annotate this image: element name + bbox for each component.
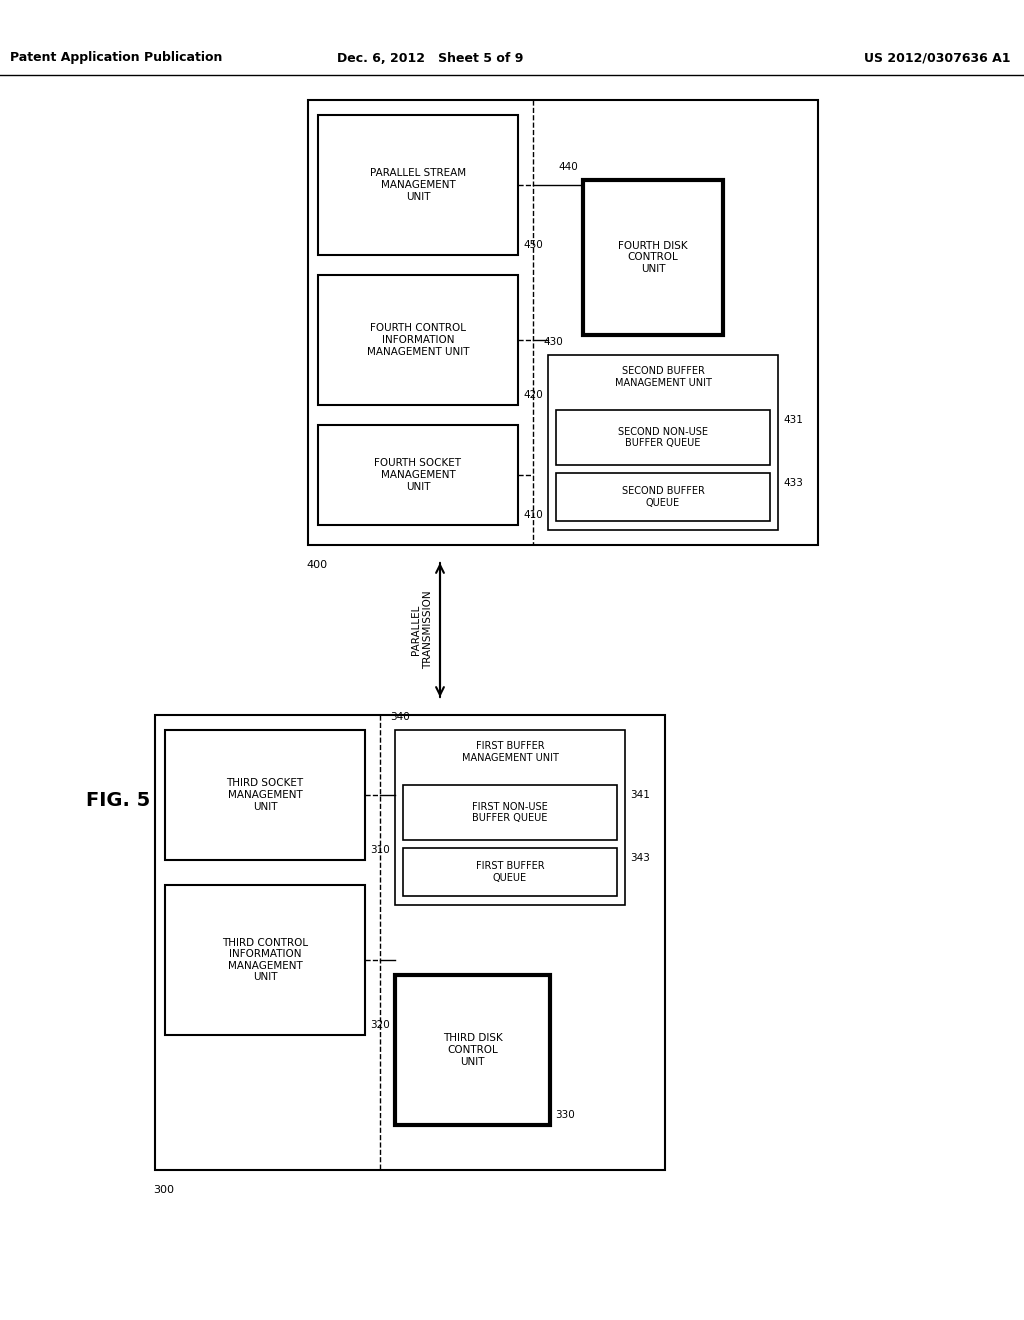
Text: 330: 330	[555, 1110, 574, 1119]
Text: Patent Application Publication: Patent Application Publication	[10, 51, 222, 65]
Text: 410: 410	[523, 510, 543, 520]
Bar	[548, 355, 778, 531]
Bar	[403, 785, 617, 840]
Text: 341: 341	[630, 789, 650, 800]
Bar	[155, 715, 665, 1170]
Text: FIRST BUFFER
QUEUE: FIRST BUFFER QUEUE	[476, 861, 545, 883]
Text: SECOND NON-USE
BUFFER QUEUE: SECOND NON-USE BUFFER QUEUE	[618, 426, 708, 449]
Text: 400: 400	[306, 560, 327, 570]
Bar	[403, 847, 617, 896]
Text: 433: 433	[783, 478, 803, 488]
Text: 310: 310	[370, 845, 390, 855]
Text: SECOND BUFFER
MANAGEMENT UNIT: SECOND BUFFER MANAGEMENT UNIT	[614, 366, 712, 388]
Text: 440: 440	[558, 162, 578, 172]
Text: 431: 431	[783, 414, 803, 425]
Bar	[556, 411, 770, 465]
Bar	[165, 884, 365, 1035]
Bar	[556, 473, 770, 521]
Bar	[165, 730, 365, 861]
Text: THIRD DISK
CONTROL
UNIT: THIRD DISK CONTROL UNIT	[442, 1034, 503, 1067]
Text: 450: 450	[523, 240, 543, 249]
Text: FIRST BUFFER
MANAGEMENT UNIT: FIRST BUFFER MANAGEMENT UNIT	[462, 742, 558, 763]
Text: THIRD CONTROL
INFORMATION
MANAGEMENT
UNIT: THIRD CONTROL INFORMATION MANAGEMENT UNI…	[222, 937, 308, 982]
Text: FOURTH DISK
CONTROL
UNIT: FOURTH DISK CONTROL UNIT	[618, 242, 688, 275]
Text: 340: 340	[390, 711, 410, 722]
Text: 430: 430	[543, 337, 563, 347]
Text: 343: 343	[630, 853, 650, 863]
Text: THIRD SOCKET
MANAGEMENT
UNIT: THIRD SOCKET MANAGEMENT UNIT	[226, 779, 303, 812]
Text: 300: 300	[153, 1185, 174, 1195]
Bar	[318, 115, 518, 255]
Text: PARALLEL STREAM
MANAGEMENT
UNIT: PARALLEL STREAM MANAGEMENT UNIT	[370, 169, 466, 202]
Text: Dec. 6, 2012   Sheet 5 of 9: Dec. 6, 2012 Sheet 5 of 9	[337, 51, 523, 65]
Text: FIRST NON-USE
BUFFER QUEUE: FIRST NON-USE BUFFER QUEUE	[472, 801, 548, 824]
Text: SECOND BUFFER
QUEUE: SECOND BUFFER QUEUE	[622, 486, 705, 508]
Text: FIG. 5: FIG. 5	[86, 791, 151, 809]
Bar	[308, 100, 818, 545]
Bar	[395, 730, 625, 906]
Text: FOURTH SOCKET
MANAGEMENT
UNIT: FOURTH SOCKET MANAGEMENT UNIT	[375, 458, 462, 491]
Bar	[318, 425, 518, 525]
Bar	[583, 180, 723, 335]
Text: 320: 320	[370, 1020, 390, 1030]
Bar	[318, 275, 518, 405]
Text: 420: 420	[523, 389, 543, 400]
Bar	[395, 975, 550, 1125]
Text: PARALLEL
TRANSMISSION: PARALLEL TRANSMISSION	[412, 590, 433, 669]
Text: US 2012/0307636 A1: US 2012/0307636 A1	[863, 51, 1010, 65]
Text: FOURTH CONTROL
INFORMATION
MANAGEMENT UNIT: FOURTH CONTROL INFORMATION MANAGEMENT UN…	[367, 323, 469, 356]
